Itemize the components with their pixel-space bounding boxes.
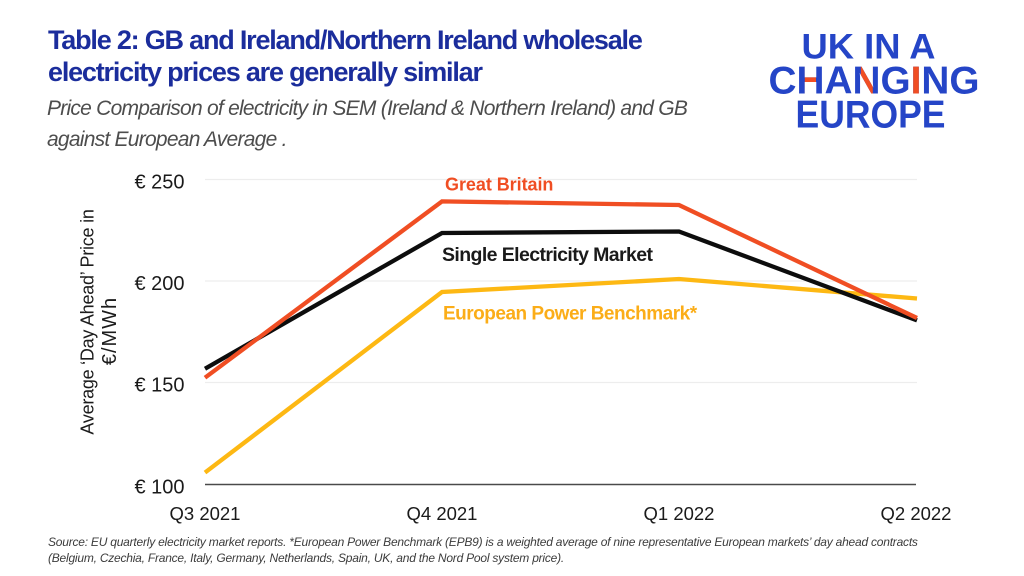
svg-text:Q3 2021: Q3 2021 bbox=[170, 503, 241, 524]
svg-text:€/MWh: €/MWh bbox=[99, 297, 121, 365]
svg-text:€ 200: € 200 bbox=[134, 273, 184, 295]
svg-text:Single Electricity Market: Single Electricity Market bbox=[442, 244, 654, 266]
svg-text:CHANGING: CHANGING bbox=[769, 59, 980, 102]
svg-text:Q1 2022: Q1 2022 bbox=[644, 503, 715, 524]
svg-text:Q2 2022: Q2 2022 bbox=[881, 503, 952, 524]
svg-text:Average ‘Day Ahead’ Price in: Average ‘Day Ahead’ Price in bbox=[78, 209, 98, 434]
svg-text:Q4 2021: Q4 2021 bbox=[407, 503, 478, 524]
svg-text:€ 150: € 150 bbox=[134, 374, 184, 396]
svg-text:UK IN A: UK IN A bbox=[802, 26, 936, 66]
svg-text:€ 250: € 250 bbox=[134, 171, 184, 193]
svg-text:Great Britain: Great Britain bbox=[445, 175, 553, 195]
svg-text:EUROPE: EUROPE bbox=[796, 93, 946, 136]
svg-text:European Power Benchmark*: European Power Benchmark* bbox=[443, 304, 698, 325]
svg-text:€ 100: € 100 bbox=[134, 476, 184, 498]
